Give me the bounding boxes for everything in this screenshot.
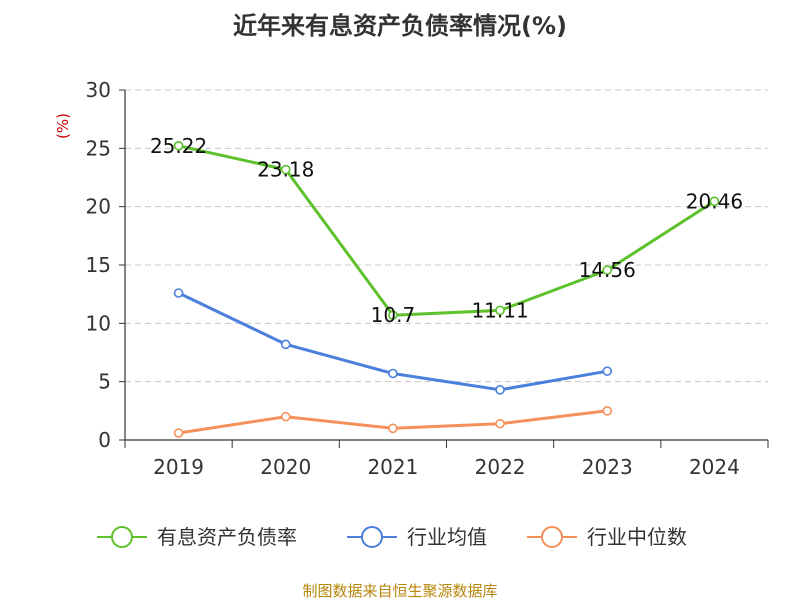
legend-swatch-marker-0 (111, 526, 133, 548)
series-1-point-2020 (280, 339, 291, 350)
series-2-point-2022 (495, 418, 505, 429)
x-tick-label-2024: 2024 (689, 455, 740, 479)
y-tick-label-15: 15 (86, 253, 111, 277)
y-axis-unit-label: (%) (54, 113, 72, 139)
y-tick-label-30: 30 (86, 78, 111, 102)
series-0-point-2021 (388, 310, 398, 320)
series-1-point-2023 (602, 366, 613, 376)
legend-label-0: 有息资产负债率 (157, 525, 297, 549)
grid-lines (125, 89, 768, 383)
series-0-point-2022 (495, 305, 505, 316)
legend-item-2: 行业中位数 (527, 525, 687, 549)
x-tick-label-2023: 2023 (582, 455, 633, 479)
series-line-0 (178, 144, 716, 317)
legend-label-1: 行业均值 (407, 525, 487, 549)
data-label-2022: 11.11 (471, 298, 528, 322)
y-tick-label-0: 0 (98, 428, 111, 452)
y-tick-label-5: 5 (98, 370, 111, 394)
y-tick-label-10: 10 (86, 311, 111, 335)
source-note: 制图数据来自恒生聚源数据库 (302, 582, 497, 600)
series-2-point-2020 (280, 411, 291, 422)
legend-label-2: 行业中位数 (587, 525, 687, 549)
axes: 0 5 10 15 20 25 30 2019 2020 2021 2022 2023 2024 (86, 78, 769, 479)
series-0-point-2020 (280, 164, 291, 175)
series-0-point-2023 (602, 265, 613, 275)
series-0-point-2019 (173, 140, 184, 151)
legend-swatch-marker-2 (541, 526, 563, 548)
x-tick-label-2021: 2021 (367, 455, 418, 479)
series-1-point-2022 (495, 385, 505, 395)
data-label-2023: 14.56 (579, 258, 636, 282)
chart-title: 近年来有息资产负债率情况(%) (233, 12, 567, 40)
x-tick-label-2019: 2019 (153, 455, 204, 479)
series-2-point-2021 (388, 423, 398, 434)
data-label-2019: 25.22 (150, 134, 207, 158)
series-2-point-2019 (173, 428, 184, 438)
data-label-2021: 10.7 (371, 303, 416, 327)
data-label-2020: 23.18 (257, 158, 314, 182)
legend-swatch-marker-1 (361, 526, 383, 548)
data-label-2024: 20.46 (686, 189, 743, 213)
series-0-point-2024 (709, 196, 720, 207)
legend: 有息资产负债率 行业均值 行业中位数 (97, 525, 687, 549)
series-1-point-2021 (388, 368, 398, 379)
x-tick-label-2022: 2022 (475, 455, 526, 479)
series-1-point-2019 (173, 288, 184, 298)
legend-item-1: 行业均值 (347, 525, 487, 549)
data-labels: 25.22 23.18 10.7 11.11 14.56 20.46 (150, 134, 743, 327)
series-2-point-2023 (602, 406, 613, 416)
series-lines (173, 140, 720, 438)
y-tick-label-20: 20 (86, 195, 111, 219)
x-tick-label-2020: 2020 (260, 455, 311, 479)
legend-item-0: 有息资产负债率 (97, 525, 297, 549)
y-tick-label-25: 25 (86, 136, 111, 160)
